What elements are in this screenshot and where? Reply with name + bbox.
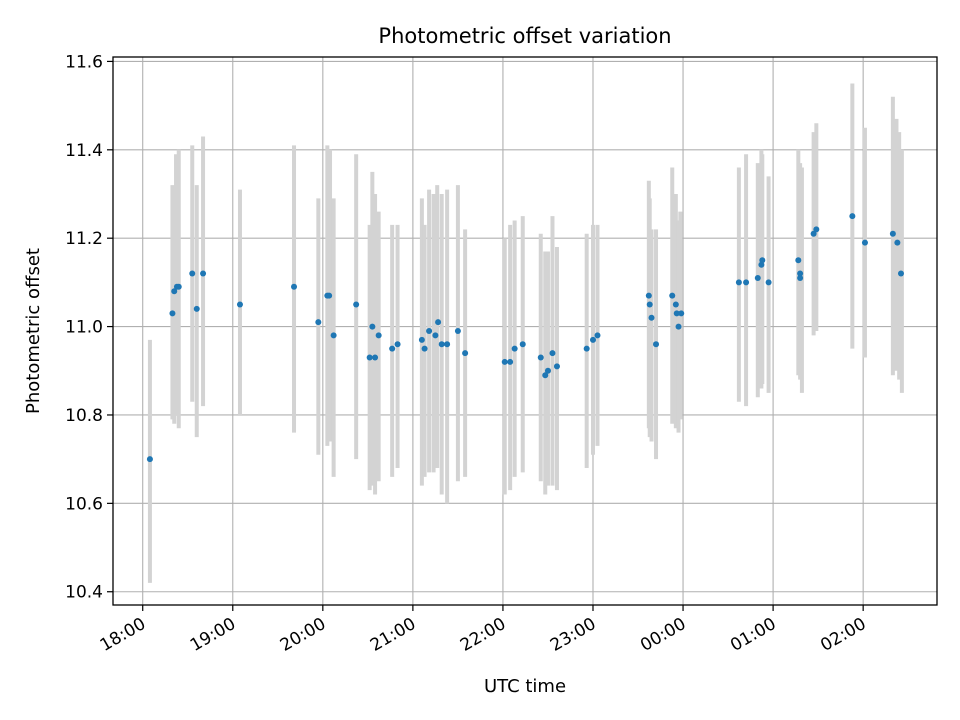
y-axis-ticks: 10.4 10.6 10.8 11.0 11.2 11.4 11.6 xyxy=(65,52,113,603)
data-point xyxy=(426,328,433,334)
data-point xyxy=(175,283,182,290)
data-point xyxy=(765,279,772,286)
data-point xyxy=(171,288,178,295)
data-point xyxy=(549,350,556,357)
data-point xyxy=(759,257,766,264)
data-point xyxy=(353,301,360,308)
data-point xyxy=(389,345,396,352)
data-point xyxy=(553,363,560,370)
y-tick-label: 10.8 xyxy=(65,406,103,426)
y-tick-label: 10.4 xyxy=(65,583,103,603)
y-tick-label: 11.2 xyxy=(65,229,103,249)
data-point xyxy=(678,310,685,317)
chart-title: Photometric offset variation xyxy=(378,24,671,48)
y-axis-label: Photometric offset xyxy=(23,248,44,414)
y-tick-label: 10.6 xyxy=(65,494,103,514)
data-point xyxy=(648,314,655,321)
data-point xyxy=(849,213,856,220)
data-point xyxy=(672,301,679,308)
data-point xyxy=(236,301,243,308)
data-points xyxy=(146,213,904,463)
data-point xyxy=(519,341,526,348)
data-point xyxy=(797,270,804,277)
plot-frame xyxy=(112,56,938,606)
y-tick-label: 11.4 xyxy=(65,141,103,161)
data-point xyxy=(375,332,382,339)
data-point xyxy=(594,332,601,339)
data-point xyxy=(326,292,333,299)
data-point xyxy=(189,270,196,277)
data-point xyxy=(897,270,904,277)
data-point xyxy=(507,358,514,365)
data-point xyxy=(366,354,373,361)
data-point xyxy=(735,279,742,286)
data-point xyxy=(795,257,802,264)
data-point xyxy=(669,292,676,299)
data-point xyxy=(754,274,761,281)
data-point xyxy=(673,310,680,317)
data-point xyxy=(330,332,337,339)
data-point xyxy=(169,310,176,317)
data-point xyxy=(797,274,804,281)
data-point xyxy=(894,239,901,246)
data-point xyxy=(462,350,469,357)
data-point xyxy=(813,226,820,233)
y-tick-label: 11.6 xyxy=(65,52,103,72)
data-point xyxy=(454,328,461,334)
data-point xyxy=(501,358,508,365)
data-point xyxy=(193,305,200,312)
data-point xyxy=(544,367,551,374)
data-point xyxy=(200,270,207,277)
data-point xyxy=(589,336,596,343)
x-axis-label: UTC time xyxy=(484,676,566,697)
data-point xyxy=(743,279,750,286)
data-point xyxy=(653,341,660,348)
y-tick-label: 11.0 xyxy=(65,318,103,338)
data-point xyxy=(889,230,896,237)
data-point xyxy=(511,345,518,352)
data-point xyxy=(438,341,445,348)
data-point xyxy=(542,372,549,379)
data-point xyxy=(810,230,817,237)
data-point xyxy=(421,345,428,352)
data-point xyxy=(675,323,682,330)
data-point xyxy=(645,292,652,299)
data-point xyxy=(861,239,868,246)
data-point xyxy=(369,323,376,330)
data-point xyxy=(432,332,439,339)
data-point xyxy=(435,319,442,326)
data-point xyxy=(646,301,653,308)
data-point xyxy=(418,336,425,343)
data-point xyxy=(372,354,379,361)
data-point xyxy=(583,345,590,352)
data-point xyxy=(315,319,322,326)
data-point xyxy=(537,354,544,361)
data-point xyxy=(394,341,401,348)
data-point xyxy=(146,456,153,463)
data-point xyxy=(291,283,298,290)
data-point xyxy=(444,341,451,348)
